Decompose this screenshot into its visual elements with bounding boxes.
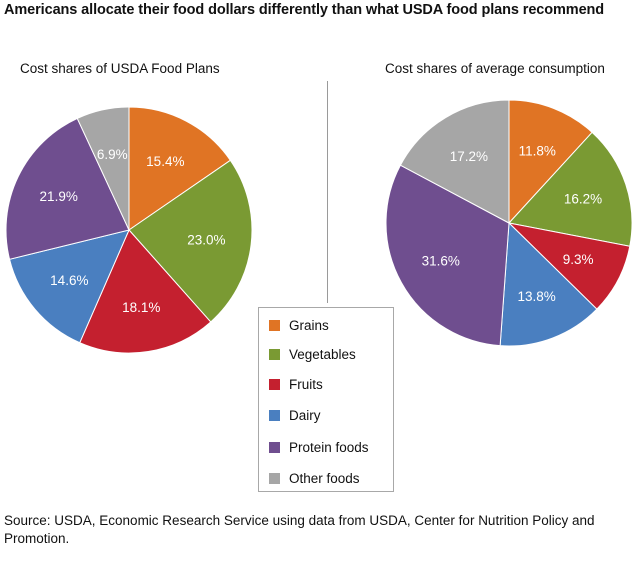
left-pie-slice-vegetables xyxy=(128,159,253,323)
right-pie-slice-vegetables xyxy=(508,131,633,247)
left-pie-label-dairy: 14.6% xyxy=(50,273,88,288)
legend-swatch-grains xyxy=(269,319,280,331)
right-pie-label-dairy: 13.8% xyxy=(517,289,555,304)
legend-label-dairy: Dairy xyxy=(289,407,321,423)
right-pie-label-other-foods: 17.2% xyxy=(450,149,488,164)
legend-label-other-foods: Other foods xyxy=(289,470,360,486)
right-pie-title: Cost shares of average consumption xyxy=(385,61,605,76)
left-pie-slice-other-foods xyxy=(76,106,130,231)
legend-swatch-fruits xyxy=(269,378,280,390)
legend-label-fruits: Fruits xyxy=(289,376,323,392)
legend-item-other-foods: Other foods xyxy=(269,470,360,486)
right-pie-slice-other-foods xyxy=(399,99,510,224)
source-note: Source: USDA, Economic Research Service … xyxy=(4,513,595,546)
legend-swatch-vegetables xyxy=(269,348,280,360)
left-pie-slice-fruits xyxy=(79,229,212,354)
left-pie-slice-grains xyxy=(128,106,232,231)
legend-item-fruits: Fruits xyxy=(269,376,323,392)
left-pie-chart: 15.4% 23.0% 18.1% 14.6% 21.9% 6.9% xyxy=(5,106,253,354)
legend-swatch-other-foods xyxy=(269,472,280,484)
legend-label-vegetables: Vegetables xyxy=(289,346,356,362)
left-pie-label-fruits: 18.1% xyxy=(122,300,160,315)
left-pie-label-grains: 15.4% xyxy=(146,154,184,169)
divider-line xyxy=(327,81,328,303)
right-pie-label-vegetables: 16.2% xyxy=(564,192,602,207)
legend-item-dairy: Dairy xyxy=(269,407,321,423)
right-pie-slice-dairy xyxy=(499,221,598,347)
right-pie-slice-grains xyxy=(508,99,593,225)
legend: Grains Vegetables Fruits Dairy Protein f… xyxy=(258,307,394,492)
legend-label-protein-foods: Protein foods xyxy=(289,439,369,455)
left-pie-slice-protein-foods xyxy=(5,117,130,260)
left-pie-title: Cost shares of USDA Food Plans xyxy=(20,61,220,76)
right-pie-label-protein-foods: 31.6% xyxy=(422,254,460,269)
legend-swatch-dairy xyxy=(269,409,280,421)
left-pie-slice-dairy xyxy=(8,229,130,344)
left-pie-label-other-foods: 6.9% xyxy=(97,147,128,162)
chart-title: Americans allocate their food dollars di… xyxy=(4,2,605,18)
legend-label-grains: Grains xyxy=(289,317,329,333)
right-pie-label-grains: 11.8% xyxy=(519,143,556,158)
left-pie-label-protein-foods: 21.9% xyxy=(40,189,78,204)
legend-item-vegetables: Vegetables xyxy=(269,346,356,362)
legend-item-protein-foods: Protein foods xyxy=(269,439,369,455)
right-pie-slice-protein-foods xyxy=(385,164,510,347)
legend-item-grains: Grains xyxy=(269,317,329,333)
right-pie-chart: 11.8% 16.2% 9.3% 13.8% 31.6% 17.2% xyxy=(385,99,633,347)
legend-swatch-protein-foods xyxy=(269,441,280,453)
right-pie-label-fruits: 9.3% xyxy=(563,252,594,267)
left-pie-label-vegetables: 23.0% xyxy=(187,232,225,247)
